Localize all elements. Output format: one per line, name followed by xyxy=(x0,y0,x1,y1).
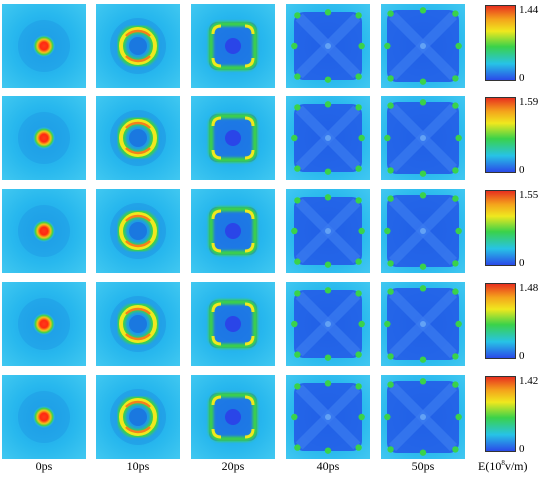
field-map-image xyxy=(208,206,258,256)
field-map-image xyxy=(384,99,462,177)
field-map-panel xyxy=(96,375,180,459)
field-map-panel xyxy=(381,189,465,273)
colorbar xyxy=(485,97,516,173)
colorbar xyxy=(485,283,516,359)
field-map-panel xyxy=(96,96,180,180)
field-map-panel xyxy=(2,189,86,273)
field-map-panel xyxy=(381,4,465,88)
field-map-image xyxy=(208,392,258,442)
field-map-panel xyxy=(286,375,370,459)
field-map-image xyxy=(110,389,166,445)
colorbar-min-label: 0 xyxy=(519,72,525,84)
field-map-panel xyxy=(96,189,180,273)
field-map-panel xyxy=(191,96,275,180)
colorbar-max-label: 1.59 xyxy=(519,96,539,108)
field-map-image xyxy=(110,296,166,352)
time-label: 50ps xyxy=(411,459,435,473)
field-map-panel xyxy=(191,189,275,273)
colorbar-unit-label: E(108v/m) xyxy=(478,459,528,474)
colorbar-max-label: 1.48 xyxy=(519,282,539,294)
colorbar xyxy=(485,376,516,452)
field-map-panel xyxy=(381,282,465,366)
field-map-image xyxy=(18,391,70,443)
field-map-panel xyxy=(2,282,86,366)
colorbar-min-label: 0 xyxy=(519,443,525,455)
label-part: E(10 xyxy=(478,459,502,473)
field-map-panel xyxy=(2,4,86,88)
colorbar-max-label: 1.44 xyxy=(519,4,539,16)
colorbar-max-label: 1.55 xyxy=(519,189,539,201)
field-map-panel xyxy=(191,375,275,459)
field-map-panel xyxy=(381,96,465,180)
field-map-panel xyxy=(96,4,180,88)
field-map-image xyxy=(291,101,365,175)
field-map-image xyxy=(384,192,462,270)
field-map-image xyxy=(291,287,365,361)
field-map-image xyxy=(110,18,166,74)
time-label: 0ps xyxy=(35,459,53,473)
field-map-panel xyxy=(286,96,370,180)
colorbar-min-label: 0 xyxy=(519,257,525,269)
field-map-image xyxy=(291,9,365,83)
colorbar-max-label: 1.42 xyxy=(519,375,539,387)
field-map-panel xyxy=(381,375,465,459)
field-map-panel xyxy=(191,282,275,366)
time-label: 10ps xyxy=(126,459,150,473)
field-map-image xyxy=(384,378,462,456)
field-map-image xyxy=(208,299,258,349)
colorbar-min-label: 0 xyxy=(519,164,525,176)
field-map-panel xyxy=(96,282,180,366)
field-map-image xyxy=(208,21,258,71)
colorbar-min-label: 0 xyxy=(519,350,525,362)
field-map-image xyxy=(18,205,70,257)
colorbar xyxy=(485,190,516,266)
time-label: 20ps xyxy=(221,459,245,473)
field-map-image xyxy=(110,110,166,166)
field-map-image xyxy=(384,7,462,85)
field-map-panel xyxy=(2,375,86,459)
field-map-image xyxy=(18,298,70,350)
field-map-image xyxy=(18,112,70,164)
colorbar xyxy=(485,5,516,81)
time-label: 40ps xyxy=(316,459,340,473)
field-map-panel xyxy=(286,282,370,366)
label-part: 8 xyxy=(501,459,505,467)
field-map-image xyxy=(18,20,70,72)
field-map-panel xyxy=(286,189,370,273)
field-map-image xyxy=(384,285,462,363)
field-map-panel xyxy=(2,96,86,180)
label-part: v/m) xyxy=(504,459,528,473)
field-map-image xyxy=(291,194,365,268)
field-map-image xyxy=(208,113,258,163)
field-map-image xyxy=(110,203,166,259)
field-map-panel xyxy=(191,4,275,88)
field-map-image xyxy=(291,380,365,454)
field-map-panel xyxy=(286,4,370,88)
